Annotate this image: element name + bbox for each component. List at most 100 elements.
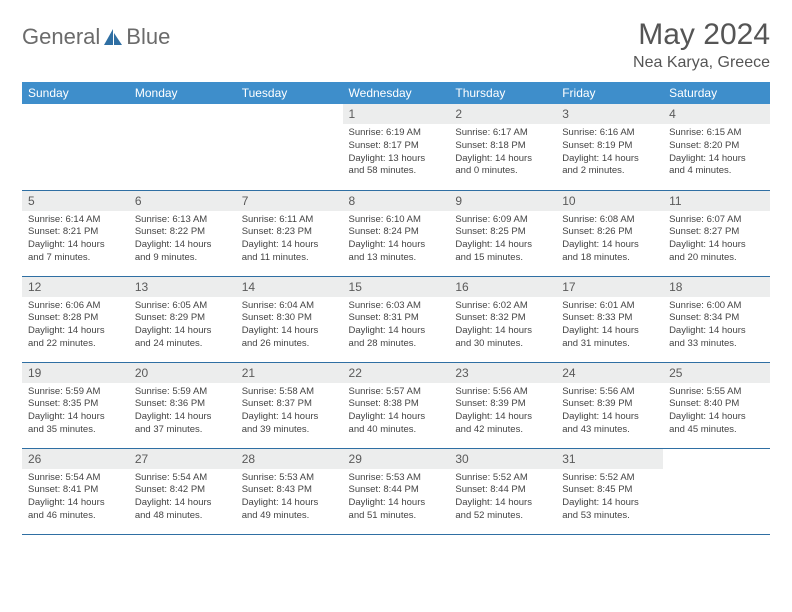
calendar-cell: 5Sunrise: 6:14 AMSunset: 8:21 PMDaylight… xyxy=(22,190,129,276)
sunrise-line: Sunrise: 6:03 AM xyxy=(349,300,444,313)
daylight-line: Daylight: 14 hours and 37 minutes. xyxy=(135,411,230,437)
sunrise-line: Sunrise: 6:06 AM xyxy=(28,300,123,313)
calendar-header: SundayMondayTuesdayWednesdayThursdayFrid… xyxy=(22,82,770,104)
sunset-line: Sunset: 8:37 PM xyxy=(242,398,337,411)
sunrise-line: Sunrise: 5:55 AM xyxy=(669,386,764,399)
calendar-cell: 31Sunrise: 5:52 AMSunset: 8:45 PMDayligh… xyxy=(556,448,663,534)
calendar-cell: 21Sunrise: 5:58 AMSunset: 8:37 PMDayligh… xyxy=(236,362,343,448)
sunset-line: Sunset: 8:27 PM xyxy=(669,226,764,239)
daylight-line: Daylight: 14 hours and 24 minutes. xyxy=(135,325,230,351)
sunrise-line: Sunrise: 6:02 AM xyxy=(455,300,550,313)
calendar-cell xyxy=(663,448,770,534)
weekday-header: Thursday xyxy=(449,82,556,104)
calendar-cell: 1Sunrise: 6:19 AMSunset: 8:17 PMDaylight… xyxy=(343,104,450,190)
calendar-cell: 4Sunrise: 6:15 AMSunset: 8:20 PMDaylight… xyxy=(663,104,770,190)
sunrise-line: Sunrise: 5:57 AM xyxy=(349,386,444,399)
calendar-week: 19Sunrise: 5:59 AMSunset: 8:35 PMDayligh… xyxy=(22,362,770,448)
day-details: Sunrise: 6:11 AMSunset: 8:23 PMDaylight:… xyxy=(236,211,343,269)
title-block: May 2024 Nea Karya, Greece xyxy=(633,18,770,72)
calendar-cell: 8Sunrise: 6:10 AMSunset: 8:24 PMDaylight… xyxy=(343,190,450,276)
daylight-line: Daylight: 14 hours and 35 minutes. xyxy=(28,411,123,437)
daylight-line: Daylight: 14 hours and 11 minutes. xyxy=(242,239,337,265)
daylight-line: Daylight: 14 hours and 22 minutes. xyxy=(28,325,123,351)
day-details: Sunrise: 6:06 AMSunset: 8:28 PMDaylight:… xyxy=(22,297,129,355)
day-number: 6 xyxy=(129,191,236,211)
calendar-cell: 17Sunrise: 6:01 AMSunset: 8:33 PMDayligh… xyxy=(556,276,663,362)
day-number: 7 xyxy=(236,191,343,211)
sunset-line: Sunset: 8:29 PM xyxy=(135,312,230,325)
sunrise-line: Sunrise: 6:04 AM xyxy=(242,300,337,313)
day-number: 24 xyxy=(556,363,663,383)
day-details: Sunrise: 6:09 AMSunset: 8:25 PMDaylight:… xyxy=(449,211,556,269)
day-number: 18 xyxy=(663,277,770,297)
brand-word1: General xyxy=(22,24,100,50)
sunset-line: Sunset: 8:44 PM xyxy=(455,484,550,497)
day-details: Sunrise: 6:00 AMSunset: 8:34 PMDaylight:… xyxy=(663,297,770,355)
sunset-line: Sunset: 8:35 PM xyxy=(28,398,123,411)
calendar-cell: 9Sunrise: 6:09 AMSunset: 8:25 PMDaylight… xyxy=(449,190,556,276)
day-details: Sunrise: 6:14 AMSunset: 8:21 PMDaylight:… xyxy=(22,211,129,269)
sunrise-line: Sunrise: 6:13 AM xyxy=(135,214,230,227)
day-number: 8 xyxy=(343,191,450,211)
sunrise-line: Sunrise: 5:56 AM xyxy=(455,386,550,399)
day-number: 2 xyxy=(449,104,556,124)
daylight-line: Daylight: 14 hours and 51 minutes. xyxy=(349,497,444,523)
calendar-cell: 25Sunrise: 5:55 AMSunset: 8:40 PMDayligh… xyxy=(663,362,770,448)
sunrise-line: Sunrise: 6:08 AM xyxy=(562,214,657,227)
day-details: Sunrise: 6:17 AMSunset: 8:18 PMDaylight:… xyxy=(449,124,556,182)
calendar-body: 1Sunrise: 6:19 AMSunset: 8:17 PMDaylight… xyxy=(22,104,770,534)
daylight-line: Daylight: 14 hours and 30 minutes. xyxy=(455,325,550,351)
calendar-cell: 6Sunrise: 6:13 AMSunset: 8:22 PMDaylight… xyxy=(129,190,236,276)
calendar-cell: 27Sunrise: 5:54 AMSunset: 8:42 PMDayligh… xyxy=(129,448,236,534)
calendar-cell: 22 Sunrise: 5:57 AMSunset: 8:38 PMDayligh… xyxy=(343,362,450,448)
calendar-cell: 16Sunrise: 6:02 AMSunset: 8:32 PMDayligh… xyxy=(449,276,556,362)
day-number: 21 xyxy=(236,363,343,383)
calendar-cell: 14Sunrise: 6:04 AMSunset: 8:30 PMDayligh… xyxy=(236,276,343,362)
sunset-line: Sunset: 8:39 PM xyxy=(562,398,657,411)
sunset-line: Sunset: 8:43 PM xyxy=(242,484,337,497)
daylight-line: Daylight: 14 hours and 26 minutes. xyxy=(242,325,337,351)
day-details: Sunrise: 6:16 AMSunset: 8:19 PMDaylight:… xyxy=(556,124,663,182)
calendar-cell: 23Sunrise: 5:56 AMSunset: 8:39 PMDayligh… xyxy=(449,362,556,448)
day-number: 13 xyxy=(129,277,236,297)
day-details: Sunrise: 5:53 AMSunset: 8:43 PMDaylight:… xyxy=(236,469,343,527)
sunrise-line: Sunrise: 6:01 AM xyxy=(562,300,657,313)
calendar-cell xyxy=(129,104,236,190)
calendar-cell: 10Sunrise: 6:08 AMSunset: 8:26 PMDayligh… xyxy=(556,190,663,276)
daylight-line: Daylight: 14 hours and 53 minutes. xyxy=(562,497,657,523)
weekday-header: Monday xyxy=(129,82,236,104)
day-number: 17 xyxy=(556,277,663,297)
day-details: Sunrise: 5:56 AMSunset: 8:39 PMDaylight:… xyxy=(449,383,556,441)
sunrise-line: Sunrise: 6:00 AM xyxy=(669,300,764,313)
day-details: Sunrise: 5:56 AMSunset: 8:39 PMDaylight:… xyxy=(556,383,663,441)
sunset-line: Sunset: 8:38 PM xyxy=(349,398,444,411)
day-number: 30 xyxy=(449,449,556,469)
sunset-line: Sunset: 8:42 PM xyxy=(135,484,230,497)
day-number: 22 xyxy=(343,363,450,383)
day-details: Sunrise: 5:58 AMSunset: 8:37 PMDaylight:… xyxy=(236,383,343,441)
sunrise-line: Sunrise: 6:15 AM xyxy=(669,127,764,140)
daylight-line: Daylight: 14 hours and 15 minutes. xyxy=(455,239,550,265)
calendar-cell: 20Sunrise: 5:59 AMSunset: 8:36 PMDayligh… xyxy=(129,362,236,448)
daylight-line: Daylight: 14 hours and 40 minutes. xyxy=(349,411,444,437)
day-details: Sunrise: 6:07 AMSunset: 8:27 PMDaylight:… xyxy=(663,211,770,269)
day-details: Sunrise: 5:52 AMSunset: 8:44 PMDaylight:… xyxy=(449,469,556,527)
sunset-line: Sunset: 8:45 PM xyxy=(562,484,657,497)
sunrise-line: Sunrise: 5:56 AM xyxy=(562,386,657,399)
calendar-cell: 29Sunrise: 5:53 AMSunset: 8:44 PMDayligh… xyxy=(343,448,450,534)
daylight-line: Daylight: 14 hours and 13 minutes. xyxy=(349,239,444,265)
brand-word2: Blue xyxy=(126,24,170,50)
sunset-line: Sunset: 8:40 PM xyxy=(669,398,764,411)
sunrise-line: Sunrise: 5:52 AM xyxy=(562,472,657,485)
sunset-line: Sunset: 8:20 PM xyxy=(669,140,764,153)
weekday-header: Saturday xyxy=(663,82,770,104)
location-label: Nea Karya, Greece xyxy=(633,54,770,72)
calendar-cell: 28Sunrise: 5:53 AMSunset: 8:43 PMDayligh… xyxy=(236,448,343,534)
brand-logo: General Blue xyxy=(22,18,170,50)
sunset-line: Sunset: 8:33 PM xyxy=(562,312,657,325)
day-number: 25 xyxy=(663,363,770,383)
day-number: 4 xyxy=(663,104,770,124)
calendar-week: 26Sunrise: 5:54 AMSunset: 8:41 PMDayligh… xyxy=(22,448,770,534)
sunset-line: Sunset: 8:19 PM xyxy=(562,140,657,153)
daylight-line: Daylight: 13 hours and 58 minutes. xyxy=(349,153,444,179)
